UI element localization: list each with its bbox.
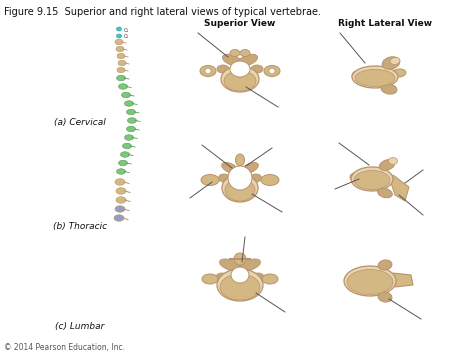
Ellipse shape	[351, 167, 393, 191]
Ellipse shape	[202, 274, 218, 284]
Ellipse shape	[120, 152, 129, 157]
Ellipse shape	[225, 179, 255, 201]
Ellipse shape	[250, 174, 262, 182]
Ellipse shape	[200, 66, 216, 76]
Ellipse shape	[344, 266, 396, 296]
Ellipse shape	[219, 174, 229, 182]
Ellipse shape	[116, 188, 126, 194]
Ellipse shape	[125, 135, 134, 140]
Text: Superior View: Superior View	[204, 19, 276, 28]
Ellipse shape	[381, 84, 397, 94]
Ellipse shape	[220, 274, 260, 300]
Ellipse shape	[251, 65, 263, 73]
Ellipse shape	[222, 163, 238, 174]
Ellipse shape	[118, 60, 126, 66]
Ellipse shape	[201, 175, 219, 186]
Ellipse shape	[261, 175, 279, 186]
Ellipse shape	[117, 34, 121, 38]
Text: C₁: C₁	[124, 27, 129, 33]
Ellipse shape	[116, 197, 126, 203]
Ellipse shape	[239, 259, 261, 271]
Ellipse shape	[350, 173, 364, 181]
Ellipse shape	[219, 259, 240, 271]
Ellipse shape	[128, 118, 137, 123]
Ellipse shape	[230, 61, 250, 77]
Ellipse shape	[117, 75, 126, 81]
Circle shape	[269, 68, 275, 74]
Ellipse shape	[117, 27, 121, 31]
Ellipse shape	[122, 143, 131, 149]
Ellipse shape	[221, 66, 259, 92]
Text: Figure 9.15  Superior and right lateral views of typical vertebrae.: Figure 9.15 Superior and right lateral v…	[4, 7, 321, 17]
Ellipse shape	[224, 71, 256, 91]
Ellipse shape	[236, 154, 245, 166]
Ellipse shape	[117, 53, 125, 59]
Ellipse shape	[354, 170, 390, 190]
Ellipse shape	[114, 215, 124, 221]
Ellipse shape	[118, 160, 128, 166]
Ellipse shape	[116, 46, 124, 52]
Ellipse shape	[240, 49, 250, 56]
Ellipse shape	[118, 84, 128, 89]
Text: (a) Cervical: (a) Cervical	[54, 118, 106, 127]
Ellipse shape	[352, 71, 366, 80]
Ellipse shape	[125, 101, 134, 106]
Ellipse shape	[252, 273, 264, 281]
Ellipse shape	[378, 292, 392, 302]
Ellipse shape	[382, 57, 400, 69]
Ellipse shape	[117, 67, 125, 73]
Ellipse shape	[115, 206, 125, 212]
Ellipse shape	[389, 158, 398, 164]
Ellipse shape	[121, 92, 130, 98]
Ellipse shape	[242, 163, 258, 174]
Ellipse shape	[217, 65, 229, 73]
Text: © 2014 Pearson Education, Inc.: © 2014 Pearson Education, Inc.	[4, 343, 125, 352]
Text: Right Lateral View: Right Lateral View	[338, 19, 432, 28]
Ellipse shape	[217, 269, 263, 301]
Ellipse shape	[127, 109, 136, 115]
Ellipse shape	[230, 49, 240, 56]
Circle shape	[228, 166, 252, 190]
Polygon shape	[391, 175, 409, 201]
Ellipse shape	[378, 188, 392, 198]
Ellipse shape	[222, 174, 258, 202]
Ellipse shape	[231, 267, 249, 283]
Ellipse shape	[352, 66, 398, 88]
Ellipse shape	[115, 179, 125, 185]
Ellipse shape	[262, 274, 278, 284]
Text: C₂: C₂	[124, 33, 129, 38]
Ellipse shape	[355, 70, 395, 87]
Ellipse shape	[390, 58, 400, 65]
Ellipse shape	[216, 273, 228, 281]
Text: (c) Lumbar: (c) Lumbar	[55, 322, 105, 331]
Ellipse shape	[378, 260, 392, 270]
Ellipse shape	[115, 39, 123, 45]
Ellipse shape	[379, 159, 395, 170]
Ellipse shape	[238, 54, 257, 66]
Circle shape	[205, 68, 211, 74]
Ellipse shape	[264, 66, 280, 76]
Ellipse shape	[345, 274, 361, 284]
Ellipse shape	[127, 126, 136, 132]
Polygon shape	[391, 273, 413, 287]
Ellipse shape	[222, 54, 242, 66]
Text: (b) Thoracic: (b) Thoracic	[53, 222, 107, 231]
Ellipse shape	[234, 253, 246, 265]
Ellipse shape	[392, 69, 406, 77]
Ellipse shape	[117, 169, 126, 174]
Ellipse shape	[347, 269, 393, 295]
